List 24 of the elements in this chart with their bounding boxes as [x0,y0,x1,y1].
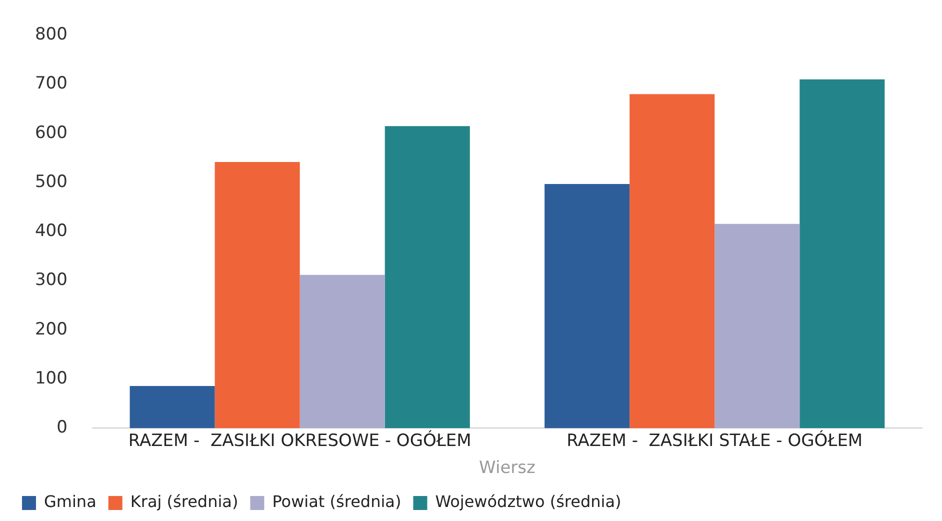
legend-label: Gmina [44,492,96,512]
legend-label: Powiat (średnia) [272,492,402,512]
bar [630,94,715,428]
y-tick-label: 100 [34,368,68,388]
bar [800,79,885,428]
y-tick-label: 200 [34,319,68,340]
y-tick-label: 0 [56,418,68,438]
bar [130,386,215,428]
bar [714,224,800,428]
bar [214,162,300,428]
y-tick-label: 500 [34,172,68,192]
bar [544,184,630,428]
legend-label: Województwo (średnia) [435,492,622,512]
bar [300,274,385,428]
y-tick-label: 400 [34,221,68,242]
legend-label: Kraj (średnia) [130,492,238,512]
y-tick-label: 600 [34,122,68,143]
x-axis-title: Wiersz [479,458,536,478]
y-tick-label: 700 [34,74,68,94]
y-tick-label: 300 [34,270,68,290]
x-tick-label: RAZEM - ZASIŁKI OKRESOWE - OGÓŁEM [128,430,472,451]
y-tick-label: 800 [34,24,68,45]
x-tick-label: RAZEM - ZASIŁKI STAŁE - OGÓŁEM [566,430,863,451]
bar [384,126,470,428]
